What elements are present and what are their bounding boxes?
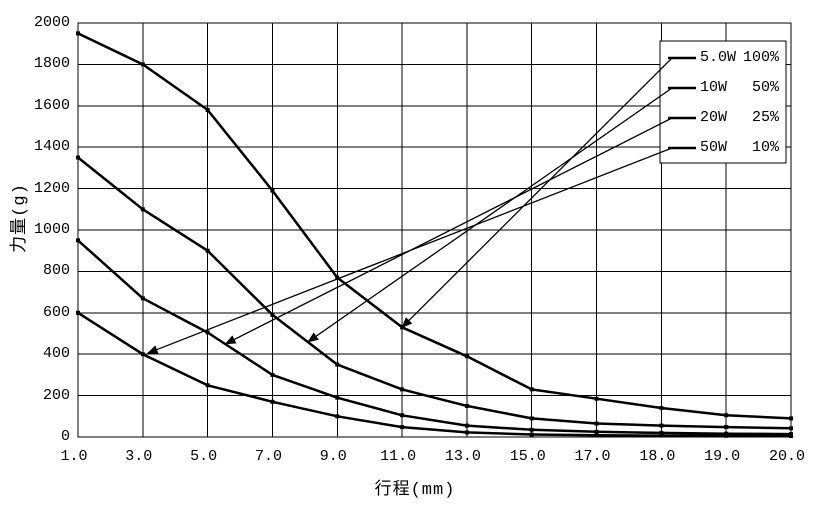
y-tick-label: 1600 [33, 96, 70, 114]
data-point [335, 395, 340, 400]
legend-power-label: 10W [700, 79, 728, 96]
data-point [464, 423, 469, 428]
data-point [529, 387, 534, 392]
data-point [464, 403, 469, 408]
data-point [140, 62, 145, 67]
x-tick-label: 1.0 [60, 448, 88, 465]
data-point [205, 248, 210, 253]
data-point [594, 433, 599, 438]
x-tick-label: 19.0 [704, 448, 741, 465]
legend-duty-label: 25% [751, 109, 779, 126]
data-point [140, 207, 145, 212]
x-tick-label: 7.0 [254, 448, 282, 465]
x-tick-label: 18.0 [639, 448, 676, 465]
data-point [659, 430, 664, 435]
legend-entry-10w: 10W 50% [700, 79, 779, 97]
data-point [400, 425, 405, 430]
x-tick-label: 5.0 [190, 448, 218, 465]
data-point [464, 354, 469, 359]
legend-duty-label: 50% [751, 79, 779, 96]
data-point [594, 396, 599, 401]
legend-leader-arrow [146, 147, 673, 354]
curve-5.0W [76, 32, 793, 420]
data-point [205, 383, 210, 388]
data-point [76, 155, 80, 160]
data-point [140, 296, 145, 301]
data-point [659, 406, 664, 411]
data-point [529, 432, 534, 437]
plot-border [77, 22, 792, 438]
y-tick-label: 800 [42, 262, 70, 280]
x-tick-label: 9.0 [319, 448, 347, 465]
data-point [400, 387, 405, 392]
data-point [270, 312, 275, 317]
y-axis-title: 力量(g) [11, 183, 30, 253]
data-point [464, 430, 469, 435]
data-point [270, 399, 275, 404]
x-tick-label: 17.0 [574, 448, 611, 465]
y-tick-label: 200 [42, 386, 70, 404]
curve-20W [76, 239, 793, 436]
data-point [140, 352, 145, 357]
x-tick-label: 15.0 [509, 448, 546, 465]
x-tick-label: 13.0 [444, 448, 481, 465]
x-tick-label: 3.0 [125, 448, 153, 465]
data-point [205, 107, 210, 112]
legend-power-label: 5.0W [700, 49, 737, 66]
legend-leader-arrow [307, 87, 673, 343]
data-point [335, 362, 340, 367]
data-point [76, 310, 80, 315]
data-point [594, 429, 599, 434]
x-axis-title: 行程(mm) [374, 481, 456, 500]
y-tick-label: 1800 [33, 55, 70, 73]
y-tick-label: 0 [60, 428, 70, 445]
data-point [659, 423, 664, 428]
data-point [724, 431, 729, 436]
data-point [789, 426, 793, 431]
data-point [335, 275, 340, 280]
data-point [724, 433, 729, 438]
data-point [789, 433, 793, 438]
data-point [335, 414, 340, 419]
data-point [724, 413, 729, 418]
y-tick-label: 1000 [33, 221, 70, 238]
data-point [529, 427, 534, 432]
data-point [270, 188, 275, 193]
y-tick-label: 1200 [33, 179, 70, 197]
legend-box [659, 40, 787, 164]
legend-leader-arrow [224, 117, 673, 345]
data-point [529, 416, 534, 421]
data-point [76, 238, 80, 243]
data-point [789, 416, 793, 421]
legend-entry-50w: 50W 10% [700, 139, 779, 157]
data-point [724, 425, 729, 430]
data-point [76, 31, 80, 36]
legend-leader-arrow [401, 57, 673, 329]
y-tick-label: 1400 [33, 138, 70, 156]
legend-entry-20w: 20W 25% [700, 109, 779, 127]
legend-entry-5w: 5.0W 100% [700, 49, 779, 67]
x-tick-label: 11.0 [380, 448, 417, 465]
data-point [270, 372, 275, 377]
y-tick-label: 2000 [33, 14, 70, 31]
data-point [594, 421, 599, 426]
x-tick-label: 20.0 [768, 448, 805, 465]
y-tick-label: 600 [42, 303, 70, 321]
curve-10W [76, 156, 793, 430]
legend-power-label: 50W [700, 139, 728, 156]
data-point [659, 433, 664, 438]
data-point [205, 330, 210, 335]
curve-50W [76, 311, 793, 438]
legend-power-label: 20W [700, 109, 728, 126]
y-tick-label: 400 [42, 345, 70, 363]
data-point [400, 413, 405, 418]
legend-duty-label: 100% [742, 49, 779, 66]
legend-duty-label: 10% [751, 139, 779, 156]
